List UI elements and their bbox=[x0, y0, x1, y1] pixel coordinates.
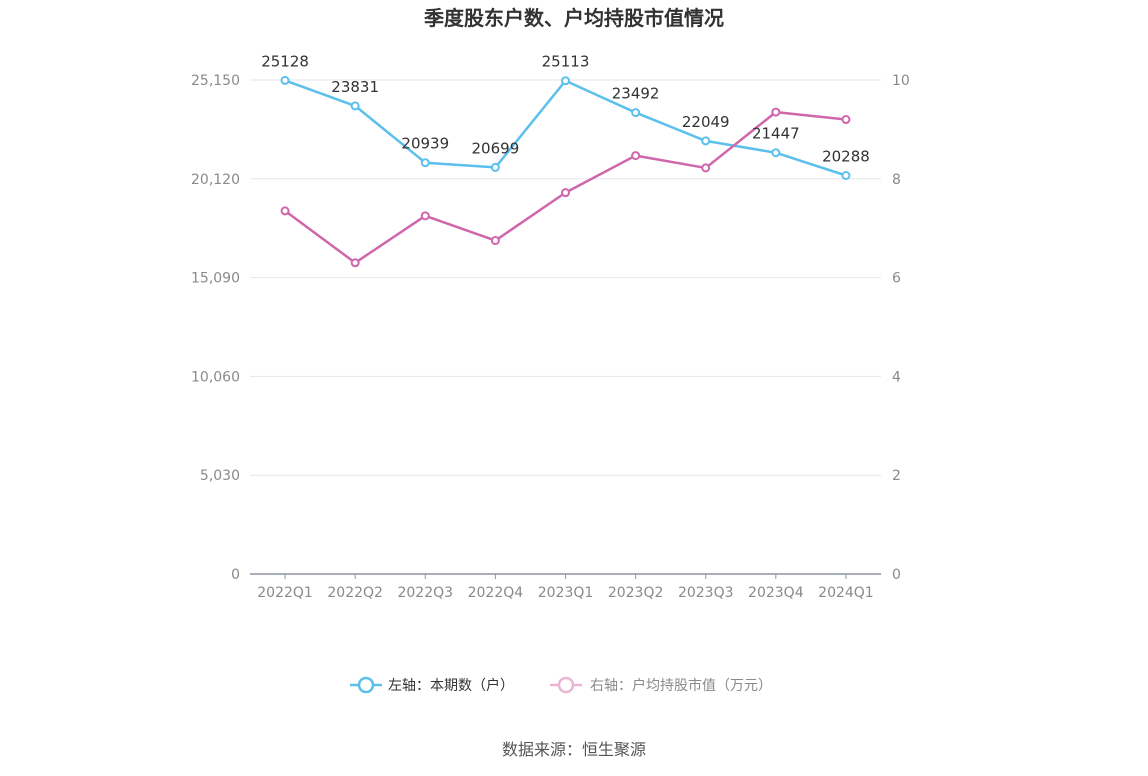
legend-marker-left bbox=[357, 676, 375, 694]
right-axis-tick-label: 10 bbox=[892, 73, 910, 89]
right-axis-tick-label: 6 bbox=[892, 271, 901, 287]
data-point-shareholders[interactable] bbox=[350, 101, 360, 111]
left-axis-tick-label: 5,030 bbox=[200, 468, 240, 484]
x-axis-tick-label: 2023Q4 bbox=[748, 585, 804, 601]
legend: 左轴：本期数（户） 右轴：户均持股市值（万元） bbox=[350, 676, 772, 694]
data-point-shareholders[interactable] bbox=[841, 171, 851, 181]
left-axis-tick-label: 25,150 bbox=[191, 73, 240, 89]
source-note: 数据来源：恒生聚源 bbox=[502, 740, 646, 759]
data-point-avg-holding-value[interactable] bbox=[420, 211, 430, 221]
legend-label-right: 右轴：户均持股市值（万元） bbox=[590, 677, 772, 694]
x-axis-tick-label: 2022Q1 bbox=[257, 585, 313, 601]
data-label-shareholders: 20939 bbox=[401, 135, 449, 153]
data-point-avg-holding-value[interactable] bbox=[631, 151, 641, 161]
data-point-shareholders[interactable] bbox=[490, 162, 500, 172]
data-point-avg-holding-value[interactable] bbox=[350, 258, 360, 268]
x-axis-tick-label: 2024Q1 bbox=[818, 585, 874, 601]
data-point-avg-holding-value[interactable] bbox=[490, 236, 500, 246]
data-point-avg-holding-value[interactable] bbox=[841, 115, 851, 125]
left-axis-tick-label: 10,060 bbox=[191, 369, 240, 385]
data-label-shareholders: 25128 bbox=[261, 52, 309, 70]
axes: 0 0 5,030 2 10,060 4 15,090 6 20,120 8 25,150 10 202… bbox=[191, 73, 910, 601]
data-label-shareholders: 20288 bbox=[822, 148, 870, 166]
data-label-shareholders: 20699 bbox=[472, 139, 520, 157]
data-label-shareholders: 22049 bbox=[682, 113, 730, 131]
data-point-avg-holding-value[interactable] bbox=[561, 188, 570, 198]
x-axis-tick-label: 2022Q3 bbox=[397, 585, 453, 601]
data-point-shareholders[interactable] bbox=[561, 76, 570, 86]
data-labels: 25128 23831 20939 20699 25113 23492 22049 21447… bbox=[261, 52, 870, 165]
data-label-shareholders: 25113 bbox=[542, 53, 590, 71]
left-axis-tick-label: 15,090 bbox=[191, 271, 240, 287]
data-point-avg-holding-value[interactable] bbox=[701, 163, 711, 173]
legend-label-left: 左轴：本期数（户） bbox=[388, 677, 514, 694]
data-point-avg-holding-value[interactable] bbox=[280, 206, 290, 216]
x-axis-tick-label: 2022Q4 bbox=[468, 585, 524, 601]
data-point-shareholders[interactable] bbox=[701, 136, 711, 146]
x-axis-tick-label: 2023Q2 bbox=[608, 585, 664, 601]
data-point-avg-holding-value[interactable] bbox=[771, 107, 781, 117]
data-label-shareholders: 23492 bbox=[612, 85, 660, 103]
data-point-shareholders[interactable] bbox=[280, 75, 290, 85]
data-point-shareholders[interactable] bbox=[420, 158, 430, 168]
x-axis-tick-label: 2023Q1 bbox=[538, 585, 594, 601]
data-label-shareholders: 21447 bbox=[752, 125, 800, 143]
right-axis-tick-label: 0 bbox=[892, 567, 901, 583]
right-axis-tick-label: 8 bbox=[892, 172, 901, 188]
data-point-shareholders[interactable] bbox=[771, 148, 781, 158]
data-label-shareholders: 23831 bbox=[331, 78, 379, 96]
legend-item-left-axis-series[interactable]: 左轴：本期数（户） bbox=[350, 676, 514, 694]
right-axis-tick-label: 2 bbox=[892, 468, 901, 484]
series-lines bbox=[280, 75, 851, 268]
right-axis-tick-label: 4 bbox=[892, 369, 901, 385]
data-point-shareholders[interactable] bbox=[631, 108, 641, 118]
left-axis-tick-label: 0 bbox=[231, 567, 240, 583]
legend-item-right-axis-series[interactable]: 右轴：户均持股市值（万元） bbox=[550, 676, 772, 694]
x-axis-tick-label: 2022Q2 bbox=[327, 585, 383, 601]
legend-marker-right bbox=[557, 676, 575, 694]
left-axis-tick-label: 20,120 bbox=[191, 172, 240, 188]
x-axis-tick-label: 2023Q3 bbox=[678, 585, 734, 601]
chart-title: 季度股东户数、户均持股市值情况 bbox=[423, 6, 724, 30]
